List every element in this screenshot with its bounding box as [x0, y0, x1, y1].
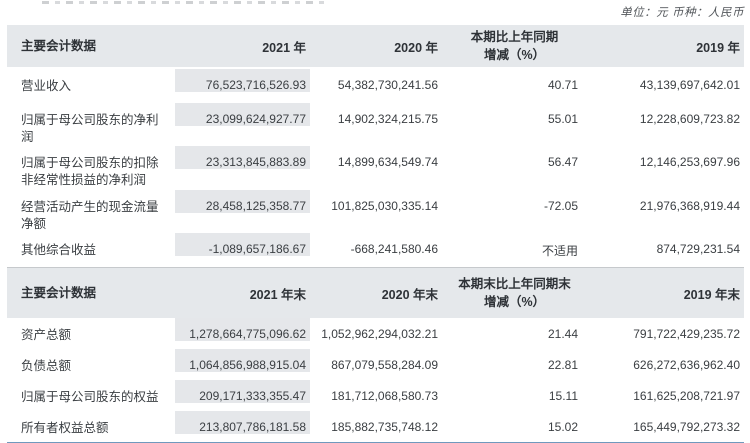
row-label: 经营活动产生的现金流量净额 — [21, 200, 159, 231]
table2-header-2019: 2019 年末 — [683, 287, 740, 302]
table2-header-change: 本期末比上年同期末 增减（%） — [443, 275, 588, 311]
cell-change: 55.01 — [547, 112, 578, 126]
cell-2021: 23,313,845,883.89 — [175, 146, 310, 169]
table-row: 负债总额 1,064,856,988,915.04 867,079,558,28… — [7, 349, 744, 380]
table1-header-change: 本期比上年同期 增减（%） — [443, 28, 588, 64]
table2-header-label: 主要会计数据 — [21, 285, 97, 300]
cropped-title-fragment — [42, 1, 330, 4]
table2-header-change-line2: 增减（%） — [483, 295, 546, 309]
cell-2019: 21,976,368,919.44 — [639, 199, 740, 213]
cell-2019: 43,139,697,642.01 — [639, 78, 740, 92]
table-row: 资产总额 1,278,664,775,096.62 1,052,962,294,… — [7, 318, 744, 349]
cell-change: 22.81 — [547, 358, 578, 372]
row-label: 资产总额 — [21, 328, 72, 342]
cell-2021: 209,171,333,355.47 — [175, 380, 310, 403]
table-row: 归属于母公司股东的权益 209,171,333,355.47 181,712,0… — [7, 380, 744, 411]
table1-header-label: 主要会计数据 — [21, 38, 97, 53]
cell-2021: 28,458,125,358.77 — [175, 190, 310, 213]
cell-change: -72.05 — [543, 199, 578, 213]
cell-2020: 54,382,730,241.56 — [337, 78, 438, 92]
cell-2020: 14,902,324,215.75 — [337, 112, 438, 126]
cell-2020: -668,241,580.46 — [350, 242, 438, 256]
key-accounting-data-tables: 主要会计数据 2021 年 2020 年 本期比上年同期 增减（%） 2019 … — [7, 25, 744, 443]
table-row: 归属于母公司股东的净利润 23,099,624,927.77 14,902,32… — [7, 103, 744, 146]
table2-header-2021: 2021 年末 — [249, 287, 306, 302]
table1-header-2020: 2020 年 — [394, 40, 438, 55]
table1-header-change-line2: 增减（%） — [483, 48, 546, 62]
table1-header-row: 主要会计数据 2021 年 2020 年 本期比上年同期 增减（%） 2019 … — [7, 25, 744, 67]
cell-2021: -1,089,657,186.67 — [175, 233, 310, 256]
table-row: 归属于母公司股东的扣除非经常性损益的净利润 23,313,845,883.89 … — [7, 146, 744, 190]
cell-2020: 181,712,068,580.73 — [331, 389, 438, 403]
cell-2020: 14,899,634,549.74 — [337, 155, 438, 169]
cell-2019: 12,228,609,723.82 — [639, 112, 740, 126]
row-label: 归属于母公司股东的扣除非经常性损益的净利润 — [21, 156, 159, 187]
cell-change: 15.02 — [547, 420, 578, 434]
cell-2019: 874,729,231.54 — [656, 242, 740, 256]
cell-2019: 161,625,208,721.97 — [633, 389, 740, 403]
row-label: 营业收入 — [21, 79, 72, 93]
cell-change: 15.11 — [548, 389, 578, 403]
cell-2021: 1,278,664,775,096.62 — [175, 318, 310, 341]
cell-2020: 101,825,030,335.14 — [331, 199, 438, 213]
cell-change: 56.47 — [547, 155, 578, 169]
table1-header-2019: 2019 年 — [696, 40, 740, 55]
table2-header-row: 主要会计数据 2021 年末 2020 年末 本期末比上年同期末 增减（%） 2… — [7, 267, 744, 318]
cell-2021: 213,807,786,181.58 — [175, 411, 310, 434]
cell-2021: 1,064,856,988,915.04 — [175, 349, 310, 372]
cell-change: 不适用 — [541, 244, 578, 258]
cell-2020: 1,052,962,294,032.21 — [321, 327, 438, 341]
cell-change: 40.71 — [547, 78, 578, 92]
table2-header-2020: 2020 年末 — [381, 287, 438, 302]
row-label: 归属于母公司股东的权益 — [21, 390, 159, 404]
cell-2020: 185,882,735,748.12 — [331, 420, 438, 434]
row-label: 负债总额 — [21, 359, 72, 373]
unit-currency-note: 单位：元 币种：人民币 — [620, 7, 744, 19]
cell-2019: 791,722,429,235.72 — [633, 327, 740, 341]
table-row: 营业收入 76,523,716,526.93 54,382,730,241.56… — [7, 69, 744, 103]
table1-header-2021: 2021 年 — [262, 40, 306, 55]
table-row: 所有者权益总额 213,807,786,181.58 185,882,735,7… — [7, 411, 744, 442]
cell-2021: 23,099,624,927.77 — [175, 103, 310, 126]
row-label: 其他综合收益 — [21, 243, 97, 257]
row-label: 所有者权益总额 — [21, 421, 109, 435]
header-body-gap — [7, 67, 744, 69]
table-row: 经营活动产生的现金流量净额 28,458,125,358.77 101,825,… — [7, 190, 744, 233]
row-label: 归属于母公司股东的净利润 — [21, 113, 159, 144]
cell-change: 21.44 — [547, 327, 578, 341]
cell-2020: 867,079,558,284.09 — [331, 358, 438, 372]
table2-header-change-line1: 本期末比上年同期末 — [458, 277, 571, 291]
cell-2019: 626,272,636,962.40 — [633, 358, 740, 372]
table-row: 其他综合收益 -1,089,657,186.67 -668,241,580.46… — [7, 233, 744, 267]
table1-header-change-line1: 本期比上年同期 — [470, 30, 559, 44]
cell-2019: 165,449,792,273.32 — [633, 420, 740, 434]
cell-2021: 76,523,716,526.93 — [175, 69, 310, 92]
cell-2019: 12,146,253,697.96 — [639, 155, 740, 169]
